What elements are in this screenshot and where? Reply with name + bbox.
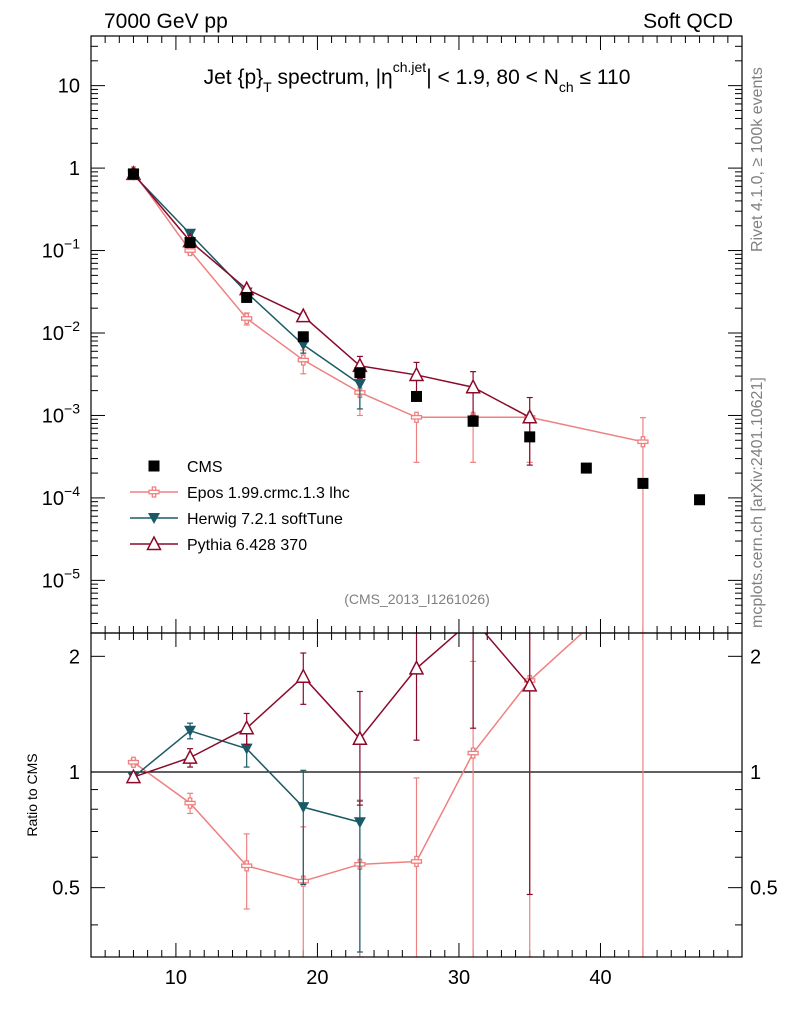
ratio-marker-epos-c (189, 802, 191, 804)
y-tick-label: 10 (58, 76, 80, 98)
ratio-line-epos (133, 633, 584, 882)
ratio-marker-herwig (353, 817, 366, 829)
series-epos (127, 166, 649, 633)
ratio-tick-label-right: 1 (750, 762, 761, 784)
ratio-marker-pythia (467, 612, 480, 625)
ratio-series-pythia (125, 612, 538, 896)
legend-marker-epos (148, 486, 160, 498)
y-tick-label: 10−2 (42, 318, 80, 345)
data-point-epos-c (302, 359, 305, 361)
ratio-marker-epos (467, 747, 479, 759)
legend-label-herwig: Herwig 7.2.1 softTune (187, 511, 343, 528)
ratio-marker-pythia (295, 668, 312, 683)
series-line-epos (132, 171, 644, 443)
y-tick-label: 10−5 (42, 565, 80, 592)
data-point-cms (524, 431, 536, 443)
ratio-marker-herwig (184, 725, 197, 737)
chart-title: Jet {p}T spectrum, |ηch.jet| < 1.9, 80 <… (204, 59, 631, 95)
legend-marker-pythia (146, 535, 162, 551)
data-point-cms (411, 390, 422, 402)
ratio-tick-label-right: 2 (750, 646, 761, 668)
data-point-pythia (295, 307, 312, 323)
ratio-marker-herwig (297, 802, 310, 814)
ratio-marker-epos (410, 855, 423, 868)
ratio-series-herwig (127, 722, 366, 953)
data-point-pythia (521, 408, 538, 424)
data-point-epos-c (642, 440, 644, 443)
rivet-version-label: Rivet 4.1.0, ≥ 100k events (749, 67, 766, 252)
ratio-marker-epos (184, 797, 196, 809)
ratio-marker-pythia (182, 748, 198, 764)
ratio-panel: 10 20 30 40 0.5 0.5 1 1 2 2 (52, 612, 778, 989)
series-cms (127, 168, 706, 506)
y-tick-label: 10−4 (42, 483, 80, 510)
header-right-label: Soft QCD (643, 10, 733, 33)
data-point-cms (580, 462, 592, 474)
x-tick-label: 10 (165, 967, 187, 989)
mcplots-label: mcplots.cern.ch [arXiv:2401.10621] (749, 377, 766, 628)
ratio-axis-label: Ratio to CMS (24, 753, 40, 836)
y-tick-label: 1 (69, 158, 80, 180)
data-point-herwig (353, 379, 366, 391)
ratio-marker-epos-c (472, 752, 475, 754)
legend-marker-epos-c (153, 491, 155, 493)
x-tick-label: 30 (448, 967, 470, 989)
data-point-pythia (408, 366, 425, 382)
ratio-tick-label-right: 0.5 (750, 878, 778, 900)
data-point-cms (297, 331, 309, 343)
ratio-line-pythia (133, 633, 531, 778)
data-point-epos-c (245, 317, 248, 320)
data-point-epos-c (415, 416, 418, 419)
data-point-epos (637, 436, 649, 448)
y-tick-label: 10−1 (42, 236, 80, 263)
data-point-cms (637, 477, 649, 489)
ratio-plot-area (125, 612, 646, 957)
ratio-marker-pythia (125, 768, 142, 784)
data-point-epos-c (189, 249, 191, 252)
y-tick-label: 10−3 (42, 400, 80, 427)
data-point-pythia (465, 378, 481, 394)
header-left-label: 7000 GeV pp (104, 10, 228, 33)
series-line-herwig (132, 174, 361, 385)
ratio-marker-epos-c (245, 864, 248, 867)
ratio-frame (90, 632, 743, 958)
legend-marker-cms (148, 460, 160, 472)
data-point-epos (297, 354, 309, 366)
data-point-cms (184, 237, 196, 249)
main-plot-area (125, 165, 706, 633)
series-line-pythia (132, 173, 531, 418)
ratio-tick-label: 0.5 (52, 878, 80, 900)
ratio-marker-epos (241, 860, 253, 872)
data-point-herwig (297, 339, 310, 351)
data-point-epos (241, 312, 253, 325)
data-point-cms (241, 291, 253, 303)
ratio-marker-herwig (240, 743, 253, 755)
x-tick-label: 40 (589, 967, 611, 989)
ratio-marker-pythia (238, 719, 255, 735)
legend-label-pythia: Pythia 6.428 370 (187, 537, 307, 554)
ratio-marker-epos-c (415, 860, 418, 863)
data-point-epos (410, 411, 423, 423)
data-point-cms (354, 367, 366, 379)
ratio-tick-label: 2 (69, 646, 80, 668)
ratio-marker-epos (127, 756, 140, 768)
analysis-label: (CMS_2013_I1261026) (344, 591, 490, 607)
legend-label-cms: CMS (187, 459, 223, 476)
ratio-marker-pythia (352, 730, 368, 746)
ratio-tick-label: 1 (69, 762, 80, 784)
legend: CMS Epos 1.99.crmc.1.3 lhc Herwig 7.2.1 so… (130, 459, 350, 554)
x-tick-label: 20 (306, 967, 328, 989)
ratio-marker-pythia (521, 676, 538, 692)
data-point-cms (694, 494, 706, 506)
ratio-marker-pythia (408, 659, 425, 675)
legend-marker-herwig (148, 513, 160, 524)
data-point-cms (127, 168, 139, 180)
ratio-marker-epos-c (132, 761, 135, 764)
data-point-cms (467, 415, 479, 427)
legend-label-epos: Epos 1.99.crmc.1.3 lhc (187, 485, 350, 502)
